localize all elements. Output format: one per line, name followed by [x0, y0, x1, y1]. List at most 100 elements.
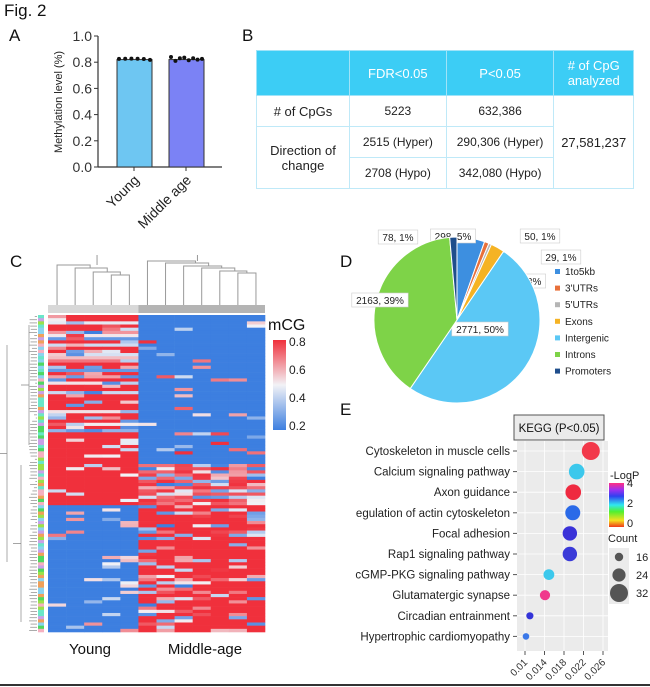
heatmap-cell [156, 508, 175, 512]
heatmap-cell [246, 495, 266, 500]
heatmap-cell [48, 533, 67, 538]
heatmap-cell [174, 384, 193, 389]
heatmap-cell [228, 527, 248, 531]
heatmap-cell [246, 593, 266, 598]
heatmap-cell [66, 479, 85, 484]
heatmap-cell [48, 571, 67, 576]
heatmap-cell [174, 609, 193, 614]
row-annotation-cell [38, 546, 44, 550]
heatmap-cell [210, 419, 230, 424]
heatmap-cell [192, 394, 212, 398]
heatmap-cell [120, 381, 139, 386]
heatmap-cell [66, 334, 85, 338]
heatmap-cell [156, 432, 175, 436]
heatmap-cell [84, 381, 103, 386]
heatmap-cell [174, 527, 193, 531]
heatmap-cell [228, 410, 248, 414]
heatmap-cell [84, 489, 103, 493]
heatmap-cell [102, 533, 121, 538]
heatmap-cell [246, 391, 266, 395]
y-axis-label: Methylation level (%) [53, 51, 65, 153]
heatmap-cell [102, 429, 121, 433]
heatmap-cell [192, 349, 212, 354]
heatmap-cell [84, 422, 103, 427]
heatmap-cell [156, 571, 175, 576]
row-annotation-cell [38, 435, 44, 439]
heatmap-cell [192, 467, 212, 471]
heatmap-cell [48, 435, 67, 439]
heatmap-cell [228, 400, 248, 405]
heatmap-cell [48, 606, 67, 611]
heatmap-cell [120, 530, 139, 535]
heatmap-cell [156, 359, 175, 363]
heatmap-cell [84, 378, 103, 382]
heatmap-cell [48, 315, 67, 319]
heatmap-cell [138, 521, 157, 525]
heatmap-cell [66, 416, 85, 420]
heatmap-cell [84, 473, 103, 477]
data-label-box [451, 321, 509, 337]
heatmap-cell [228, 540, 248, 544]
heatmap-cell [174, 619, 193, 623]
heatmap-cell [174, 505, 193, 509]
heatmap-cell [120, 365, 139, 370]
heatmap-cell [84, 400, 103, 405]
heatmap-cell [102, 441, 121, 446]
heatmap-cell [228, 375, 248, 379]
heatmap-cell [48, 349, 67, 354]
cell-hypo-fdr: 2708 (Hypo) [348, 157, 447, 189]
heatmap-cell [246, 327, 266, 332]
heatmap-cell [174, 467, 193, 471]
heatmap-cell [84, 562, 103, 566]
heatmap-cell [102, 394, 121, 398]
heatmap-cell [192, 574, 212, 579]
heatmap-cell [192, 486, 212, 490]
heatmap-cell [228, 606, 248, 611]
heatmap-cell [66, 625, 85, 630]
row-annotation-cell [38, 597, 44, 601]
heatmap-cell [102, 546, 121, 550]
heatmap-cell [192, 397, 212, 401]
heatmap-cell [66, 530, 85, 535]
heatmap-cell [66, 343, 85, 347]
heatmap-cell [84, 606, 103, 611]
heatmap-cell [120, 375, 139, 379]
row-annotation-cell [38, 609, 44, 614]
heatmap-cell [174, 603, 193, 607]
panel-label-a: A [9, 26, 21, 45]
heatmap-cell [228, 362, 248, 367]
row-annotation-cell [38, 505, 44, 509]
heatmap-cell [48, 368, 67, 373]
heatmap-cell [228, 356, 248, 360]
heatmap-cell [192, 413, 212, 417]
heatmap-cell [210, 597, 230, 601]
heatmap-cell [84, 574, 103, 579]
heatmap-cell [66, 470, 85, 474]
row-annotation-cell [38, 353, 44, 357]
heatmap-cell [156, 562, 175, 566]
row-annotation-cell [38, 400, 44, 405]
heatmap-cell [174, 479, 193, 484]
heatmap-cell [228, 391, 248, 395]
heatmap-cell [120, 391, 139, 395]
heatmap-cell [84, 359, 103, 363]
heatmap-cell [246, 387, 266, 392]
heatmap-cell [138, 590, 157, 595]
x-tick-label: 0.026 [583, 657, 609, 683]
bar-middle-age [168, 59, 205, 168]
heatmap-cell [48, 625, 67, 630]
heatmap-cell [84, 619, 103, 623]
heatmap-cell [120, 394, 139, 398]
heatmap-cell [228, 533, 248, 538]
heatmap-cell [192, 625, 212, 630]
heatmap-cell [66, 476, 85, 481]
heatmap-cell [48, 330, 67, 335]
row-annotation-cell [38, 495, 44, 500]
heatmap-cell [246, 470, 266, 474]
heatmap-cell [120, 502, 139, 506]
heatmap-cell [48, 467, 67, 471]
heatmap-cell [102, 495, 121, 500]
heatmap-cell [192, 315, 212, 319]
heatmap-cell [192, 372, 212, 376]
heatmap-cell [210, 334, 230, 338]
